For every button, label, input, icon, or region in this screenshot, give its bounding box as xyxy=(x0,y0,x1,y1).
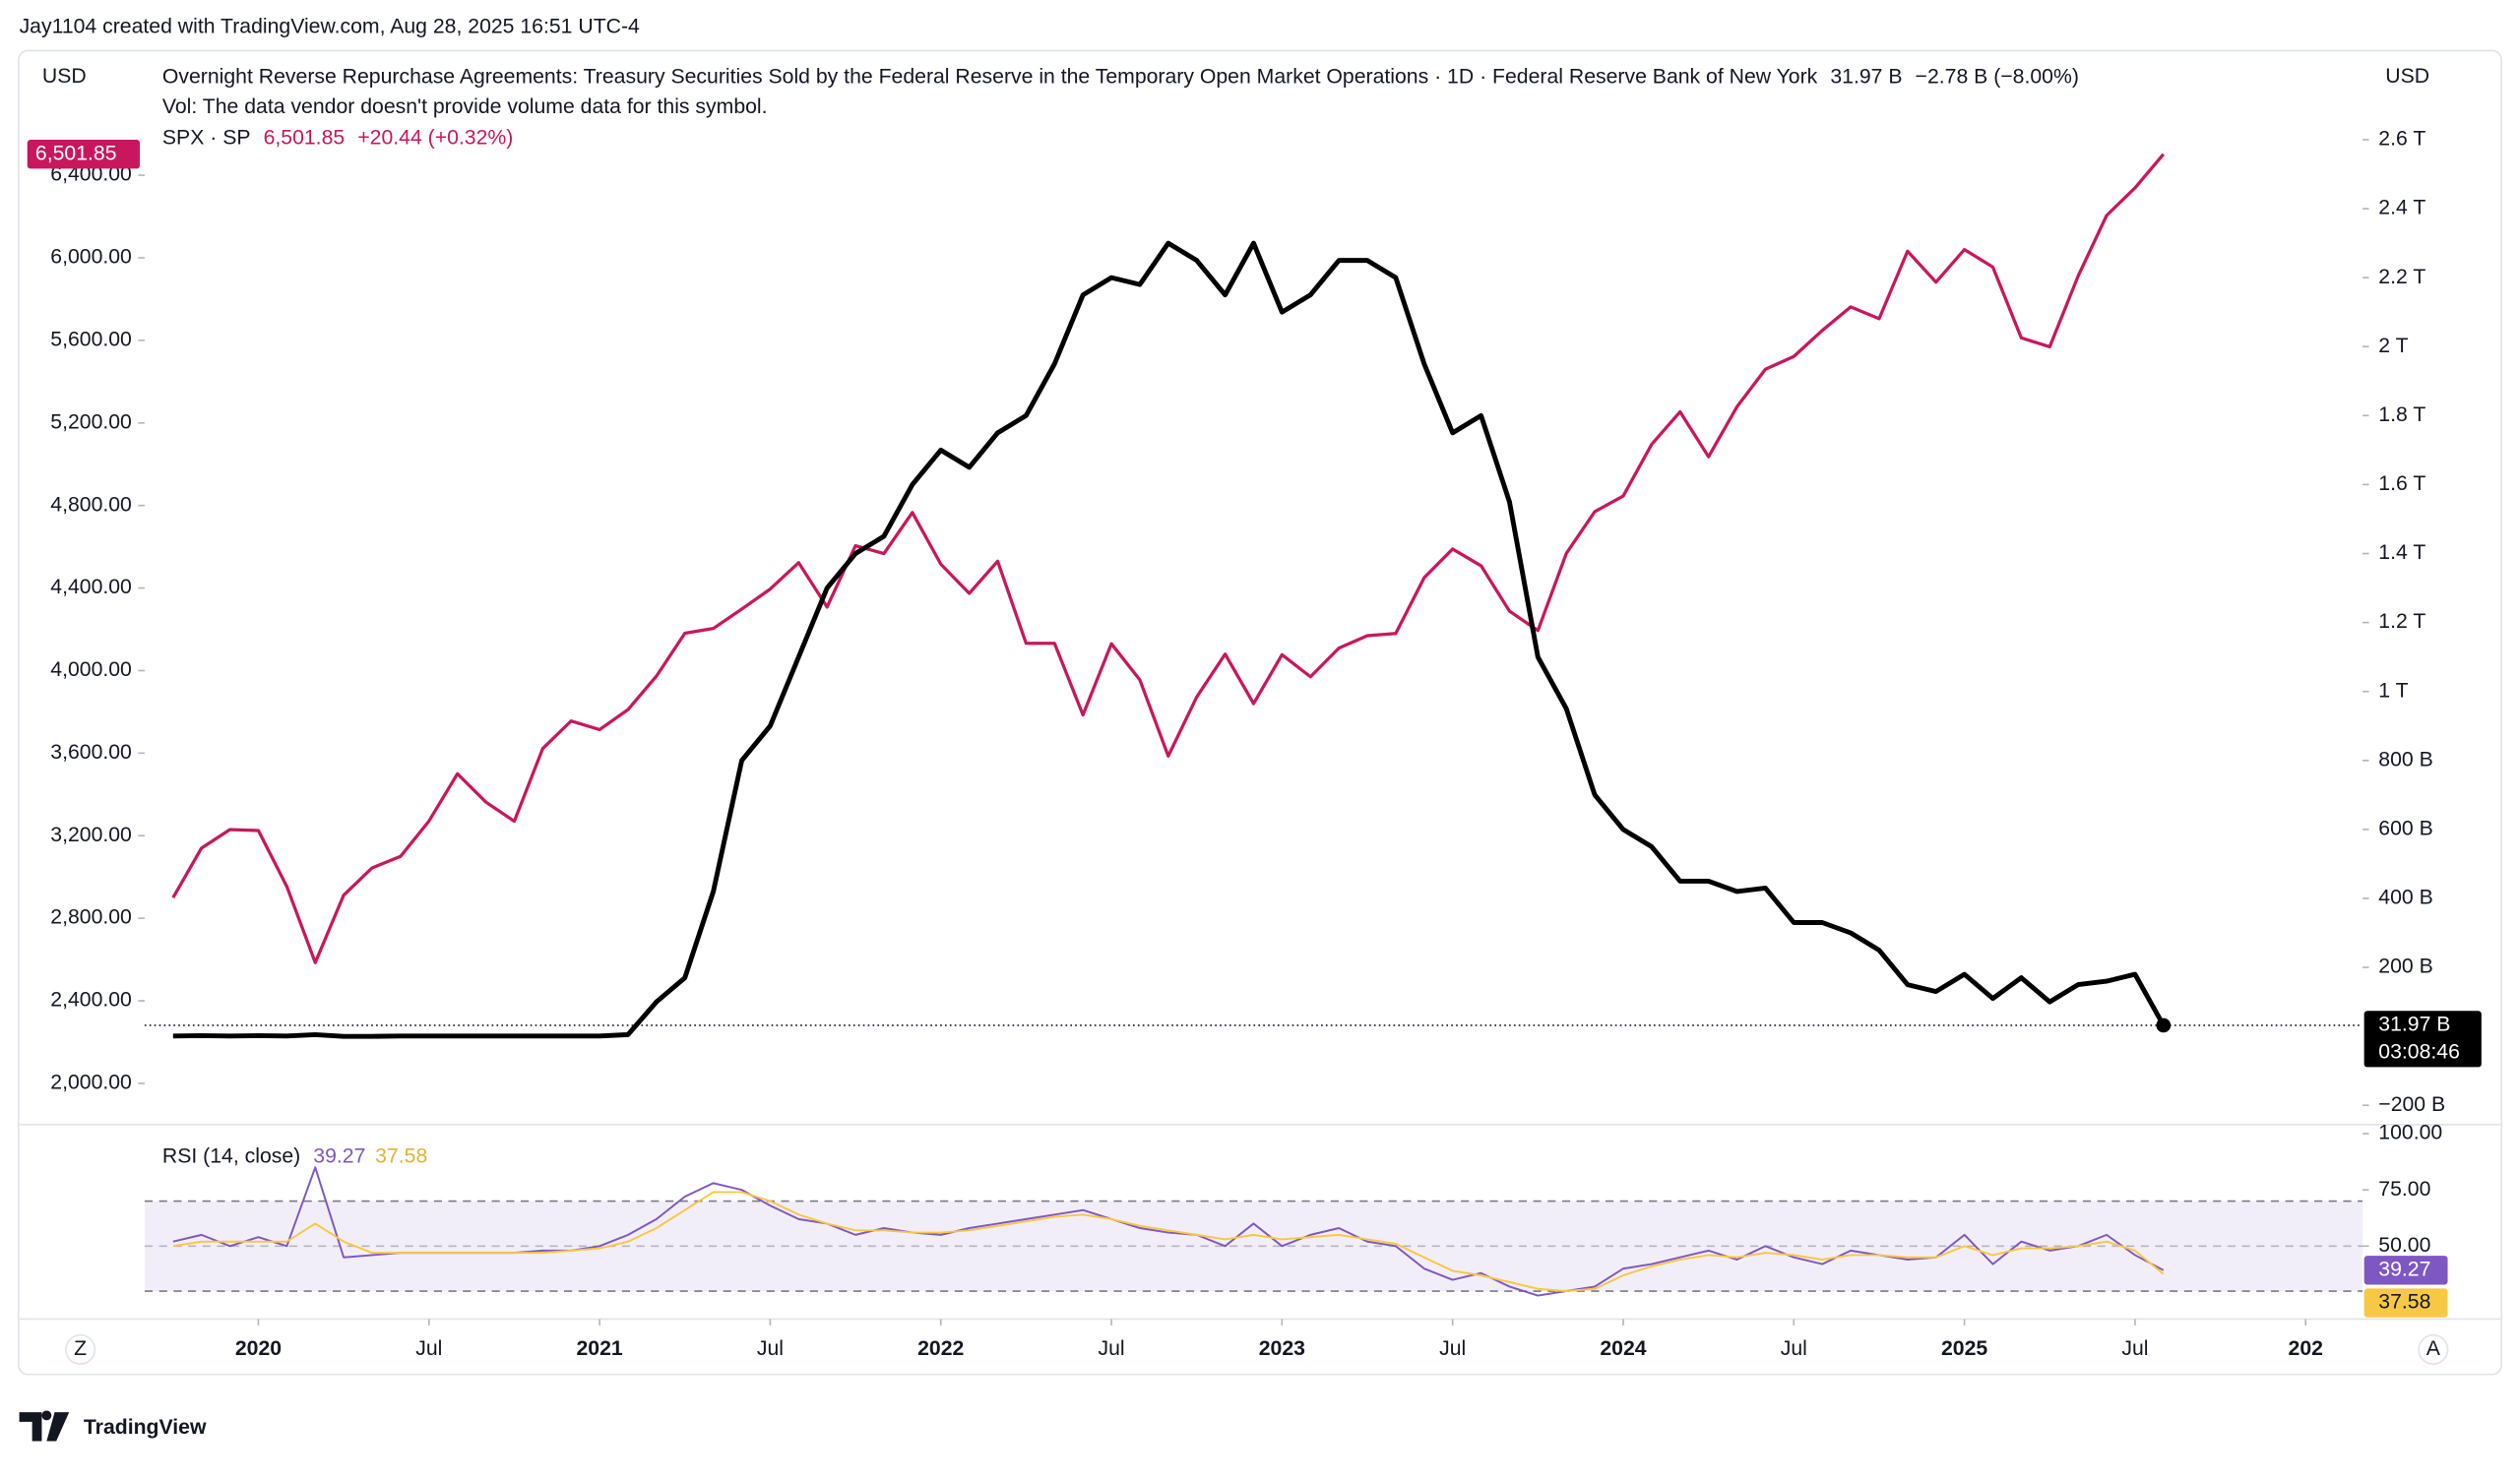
y-tick-label: 75.00 xyxy=(2378,1178,2430,1201)
y-tick-label: 100.00 xyxy=(2378,1122,2442,1144)
y-tick-label: 2,800.00 xyxy=(50,906,132,929)
y2-tick-label: 1.2 T xyxy=(2378,610,2426,633)
brand-name: TradingView xyxy=(84,1416,207,1439)
y-tick-label: 2,400.00 xyxy=(50,989,132,1012)
y-tick-label: 2,000.00 xyxy=(50,1072,132,1094)
y-tick-label: 50.00 xyxy=(2378,1234,2430,1257)
spx-line xyxy=(171,153,2166,964)
y-tick-label: 5,200.00 xyxy=(50,410,132,433)
last-point xyxy=(2156,1018,2172,1033)
y2-tick-label: −200 B xyxy=(2378,1093,2445,1116)
rrp-line xyxy=(172,240,2166,1039)
rrp-name: Overnight Reverse Repurchase Agreements:… xyxy=(162,65,1818,88)
a-button-label[interactable]: A xyxy=(2426,1337,2441,1360)
x-tick-label: Jul xyxy=(415,1337,442,1360)
rsi-tag xyxy=(2363,1256,2448,1285)
y2-tick-label: 400 B xyxy=(2378,887,2432,909)
currency-right: USD xyxy=(2385,65,2429,88)
brand-logo: TradingView xyxy=(19,1410,207,1442)
x-tick-label: 2025 xyxy=(1941,1337,1987,1360)
rsi-title: RSI (14, close) xyxy=(162,1144,300,1167)
y2-tick-label: 1.4 T xyxy=(2378,541,2426,564)
x-tick-label: 202 xyxy=(2289,1337,2323,1360)
z-button-label[interactable]: Z xyxy=(74,1337,87,1360)
y-tick-label: 4,400.00 xyxy=(50,576,132,598)
author-line: Jay1104 created with TradingView.com, Au… xyxy=(20,15,640,37)
y2-tick-label: 600 B xyxy=(2378,817,2432,839)
rrp-legend: Overnight Reverse Repurchase Agreements:… xyxy=(162,65,2079,88)
x-tick-label: 2021 xyxy=(576,1337,622,1360)
x-tick-label: 2022 xyxy=(917,1337,964,1360)
z-button[interactable] xyxy=(65,1333,96,1365)
spx-change: +20.44 (+0.32%) xyxy=(357,126,513,149)
rrp-last: 31.97 B xyxy=(1830,65,1902,88)
currency-left: USD xyxy=(42,65,87,88)
a-button[interactable] xyxy=(2418,1333,2449,1365)
chart-frame xyxy=(17,49,2503,1376)
spx-price-tag-label: 6,501.85 xyxy=(35,142,117,164)
rsi-legend: RSI (14, close) 39.27 37.58 xyxy=(162,1144,427,1167)
spx-last: 6,501.85 xyxy=(264,126,346,149)
rrp-price-tag xyxy=(2363,1011,2482,1068)
y2-tick-label: 2.6 T xyxy=(2378,128,2426,151)
rrp-change: −2.78 B (−8.00%) xyxy=(1916,65,2079,88)
y-tick-label: 4,800.00 xyxy=(50,493,132,516)
x-tick-label: Jul xyxy=(2121,1337,2148,1360)
rsi-tag xyxy=(2363,1288,2448,1318)
rsi-line xyxy=(172,1191,2165,1292)
x-tick-label: 2024 xyxy=(1600,1337,1646,1360)
x-tick-label: Jul xyxy=(757,1337,784,1360)
y-tick-label: 6,000.00 xyxy=(50,246,132,269)
y2-tick-label: 2.4 T xyxy=(2378,197,2426,219)
countdown: 03:08:46 xyxy=(2378,1040,2460,1063)
x-tick-label: Jul xyxy=(1098,1337,1124,1360)
y2-tick-label: 1 T xyxy=(2378,679,2408,702)
y-tick-label: 3,200.00 xyxy=(50,824,132,846)
volume-note: Vol: The data vendor doesn't provide vol… xyxy=(162,95,768,118)
y2-tick-label: 800 B xyxy=(2378,748,2432,771)
rsi-tag-label: 39.27 xyxy=(2378,1258,2430,1280)
rsi-tag-label: 37.58 xyxy=(2378,1291,2430,1314)
y2-tick-label: 2 T xyxy=(2378,335,2408,357)
x-tick-label: Jul xyxy=(1439,1337,1466,1360)
x-tick-label: 2023 xyxy=(1259,1337,1305,1360)
logo-icon xyxy=(19,1410,70,1442)
y-tick-label: 4,000.00 xyxy=(50,658,132,681)
y-tick-label: 6,400.00 xyxy=(50,163,132,186)
rsi-value: 39.27 xyxy=(313,1144,365,1167)
y2-tick-label: 2.2 T xyxy=(2378,266,2426,288)
y2-tick-label: 1.6 T xyxy=(2378,472,2426,495)
x-tick-label: 2020 xyxy=(235,1337,282,1360)
y2-tick-label: 1.8 T xyxy=(2378,403,2426,426)
rsi-ma-value: 37.58 xyxy=(375,1144,427,1167)
y-tick-label: 3,600.00 xyxy=(50,741,132,764)
spx-legend: SPX · SP 6,501.85 +20.44 (+0.32%) xyxy=(162,126,513,149)
y2-tick-label: 200 B xyxy=(2378,956,2432,978)
x-tick-label: Jul xyxy=(1781,1337,1807,1360)
y-tick-label: 5,600.00 xyxy=(50,328,132,350)
spx-price-tag xyxy=(27,140,141,169)
rrp-price-tag-label: 31.97 B xyxy=(2378,1014,2450,1036)
spx-name: SPX · SP xyxy=(162,126,251,149)
